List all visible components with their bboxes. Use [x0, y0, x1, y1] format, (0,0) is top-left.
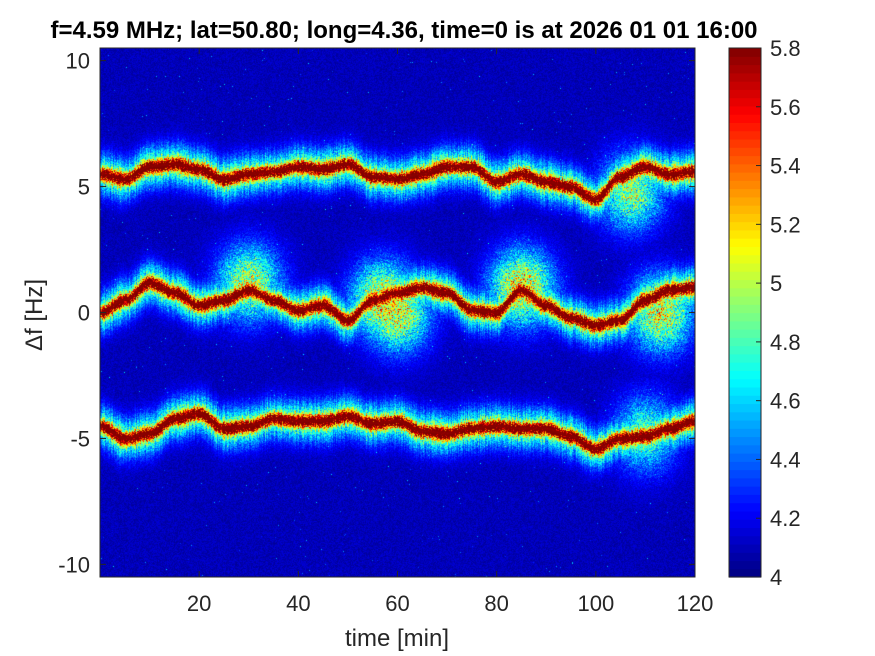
colorbar-swatch — [729, 287, 761, 297]
colorbar-swatch — [729, 295, 761, 305]
plot-area — [99, 48, 695, 577]
axes: 20 40 60 80 100 120 -10 -5 0 5 10 — [58, 47, 714, 616]
heatmap-image — [100, 48, 695, 577]
colorbar-tick-label: 4.2 — [770, 506, 801, 531]
colorbar-swatch — [729, 320, 761, 330]
colorbar-swatch — [729, 403, 761, 413]
colorbar-swatch — [729, 510, 761, 520]
colorbar-swatch — [729, 229, 761, 239]
y-tick-label: 10 — [66, 49, 90, 74]
colorbar-swatch — [729, 312, 761, 322]
colorbar-swatch — [729, 337, 761, 347]
colorbar-swatch — [729, 519, 761, 529]
colorbar-swatch — [729, 72, 761, 82]
colorbar-swatch — [729, 56, 761, 66]
colorbar-swatch — [729, 362, 761, 371]
y-tick-label: 0 — [78, 301, 90, 326]
colorbar-swatch — [729, 262, 761, 272]
colorbar-swatch — [729, 238, 761, 247]
colorbar-swatch — [729, 395, 761, 405]
y-tick-label: -10 — [58, 552, 90, 577]
colorbar-swatch — [729, 461, 761, 471]
colorbar-swatch — [729, 560, 761, 570]
colorbar-swatch — [729, 48, 761, 57]
colorbar-swatch — [729, 105, 761, 115]
colorbar-swatch — [729, 436, 761, 446]
colorbar-swatch — [729, 205, 761, 214]
colorbar-swatch — [729, 552, 761, 562]
trace-line-middle — [99, 281, 695, 327]
colorbar-swatch — [729, 171, 761, 181]
colorbar-border — [728, 47, 762, 578]
y-tick-label: -5 — [70, 426, 90, 451]
colorbar-swatch — [729, 477, 761, 487]
colorbar-swatch — [729, 453, 761, 462]
x-tick-label: 40 — [286, 591, 310, 616]
colorbar-swatch — [729, 221, 761, 231]
colorbar-swatch — [729, 568, 761, 578]
colorbar-swatch — [729, 535, 761, 545]
colorbar-swatch — [729, 213, 761, 223]
colorbar-swatch — [729, 122, 761, 132]
x-tick-label: 100 — [577, 591, 614, 616]
trace-line-lower — [99, 412, 695, 450]
colorbar-swatch — [729, 486, 761, 495]
colorbar-swatch — [729, 353, 761, 363]
x-tick-label: 80 — [484, 591, 508, 616]
colorbar-swatch — [729, 411, 761, 421]
colorbar-swatch — [729, 444, 761, 454]
colorbar-swatch — [729, 329, 761, 338]
trace-line-upper — [100, 162, 695, 201]
colorbar-swatch — [729, 279, 761, 289]
y-tick-label: 5 — [78, 175, 90, 200]
x-axis-label: time [min] — [345, 625, 449, 652]
colorbar-tick-label: 4 — [770, 565, 782, 590]
colorbar-swatch — [729, 494, 761, 504]
colorbar-swatch — [729, 114, 761, 123]
colorbar-swatch — [729, 386, 761, 396]
colorbar-swatch — [729, 188, 761, 198]
chart-title: f=4.59 MHz; lat=50.80; long=4.36, time=0… — [50, 17, 757, 44]
colorbar-swatch — [729, 246, 761, 256]
colorbar-swatch — [729, 428, 761, 438]
colorbar: 4 4.2 4.4 4.6 4.8 5 5.2 5.4 5.6 5.8 — [728, 36, 801, 590]
y-axis-label: Δf [Hz] — [21, 279, 48, 351]
colorbar-tick-label: 5.4 — [770, 154, 801, 179]
colorbar-swatch — [729, 81, 761, 90]
colorbar-swatch — [729, 64, 761, 74]
colorbar-tick-label: 5 — [770, 271, 782, 296]
colorbar-swatch — [729, 304, 761, 314]
colorbar-swatch — [729, 180, 761, 190]
colorbar-swatch — [729, 89, 761, 99]
colorbar-swatch — [729, 138, 761, 148]
colorbar-swatch — [729, 130, 761, 140]
colorbar-swatch — [729, 163, 761, 173]
colorbar-swatch — [729, 196, 761, 206]
colorbar-tick-label: 4.6 — [770, 389, 801, 414]
colorbar-swatch — [729, 543, 761, 553]
colorbar-swatch — [729, 378, 761, 388]
colorbar-tick-label: 4.8 — [770, 330, 801, 355]
colorbar-swatch — [729, 419, 761, 429]
colorbar-swatch — [729, 345, 761, 355]
colorbar-swatch — [729, 97, 761, 107]
colorbar-swatch — [729, 469, 761, 479]
colorbar-tick-label: 5.6 — [770, 95, 801, 120]
colorbar-swatch — [729, 527, 761, 537]
x-tick-label: 60 — [385, 591, 409, 616]
colorbar-swatch — [729, 271, 761, 281]
colorbar-swatch — [729, 155, 761, 165]
colorbar-tick-label: 5.8 — [770, 36, 801, 61]
colorbar-tick-label: 5.2 — [770, 212, 801, 237]
colorbar-swatch — [729, 502, 761, 512]
colorbar-swatch — [729, 370, 761, 380]
x-tick-label: 20 — [187, 591, 211, 616]
x-tick-label: 120 — [677, 591, 714, 616]
colorbar-tick-label: 4.4 — [770, 447, 801, 472]
colorbar-swatch — [729, 147, 761, 157]
colorbar-swatch — [729, 254, 761, 264]
